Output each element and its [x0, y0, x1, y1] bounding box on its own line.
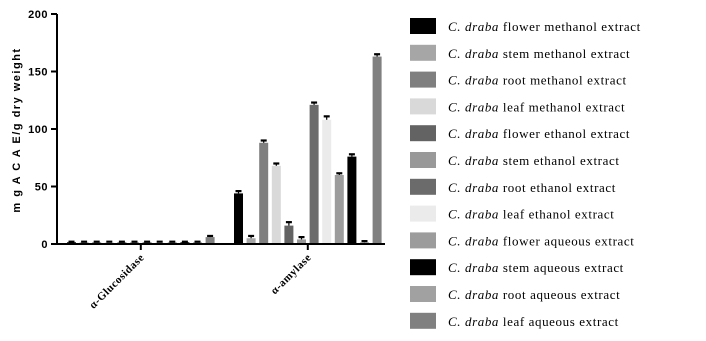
- bar: [284, 225, 294, 244]
- legend-label: C. draba root ethanol extract: [448, 180, 616, 195]
- legend-label: C. draba root methanol extract: [448, 73, 627, 88]
- legend-item: C. draba root ethanol extract: [410, 178, 616, 195]
- legend-series-name: leaf methanol extract: [499, 99, 625, 114]
- legend-species: C. draba: [448, 180, 499, 195]
- legend-series-name: stem methanol extract: [499, 46, 630, 61]
- legend-swatch: [410, 178, 436, 195]
- legend-swatch: [410, 286, 436, 302]
- legend-swatch: [410, 71, 436, 88]
- legend-label: C. draba stem ethanol extract: [448, 153, 620, 168]
- legend-label: C. draba stem methanol extract: [448, 46, 630, 61]
- legend-series-name: root ethanol extract: [499, 180, 616, 195]
- legend-series-name: root aqueous extract: [499, 287, 620, 302]
- legend-swatch: [410, 44, 436, 61]
- bars: [67, 53, 382, 244]
- legend-species: C. draba: [448, 73, 499, 88]
- bar: [259, 142, 269, 244]
- legend-swatch: [410, 18, 436, 34]
- legend-item: C. draba flower aqueous extract: [410, 232, 634, 249]
- bar: [234, 193, 243, 244]
- legend-series-name: root methanol extract: [499, 73, 627, 88]
- legend-species: C. draba: [448, 314, 499, 329]
- legend-series-name: flower methanol extract: [499, 19, 641, 34]
- legend-label: C. draba leaf ethanol extract: [448, 207, 615, 222]
- bar: [271, 165, 281, 244]
- legend-series-name: stem ethanol extract: [499, 153, 620, 168]
- y-axis-label: m g A C A E/g dry weight: [11, 47, 23, 212]
- x-tick-label: α-Glucosidase: [87, 252, 147, 312]
- legend-swatch: [410, 259, 436, 276]
- y-tick-label: 50: [35, 182, 48, 194]
- legend-swatch: [410, 205, 436, 222]
- legend-item: C. draba flower methanol extract: [410, 18, 641, 34]
- legend-species: C. draba: [448, 99, 499, 114]
- legend-label: C. draba flower methanol extract: [448, 19, 641, 34]
- legend-swatch: [410, 312, 436, 329]
- legend-series-name: flower ethanol extract: [499, 126, 630, 141]
- legend-label: C. draba leaf methanol extract: [448, 99, 625, 114]
- y-axis: 0 50 100 150 200: [28, 9, 58, 251]
- legend-species: C. draba: [448, 260, 499, 275]
- x-tick-label: α-amylase: [269, 252, 314, 297]
- legend-species: C. draba: [448, 46, 499, 61]
- legend-item: C. draba root aqueous extract: [410, 286, 620, 302]
- legend-label: C. draba flower ethanol extract: [448, 126, 630, 141]
- legend-species: C. draba: [448, 126, 499, 141]
- legend-swatch: [410, 125, 436, 142]
- legend-species: C. draba: [448, 207, 499, 222]
- y-tick-label: 0: [41, 239, 48, 251]
- legend-species: C. draba: [448, 19, 499, 34]
- y-tick-label: 200: [28, 9, 48, 21]
- legend-item: C. draba leaf ethanol extract: [410, 205, 615, 222]
- bar: [309, 104, 319, 244]
- legend-series-name: stem aqueous extract: [499, 260, 624, 275]
- legend-item: C. draba leaf methanol extract: [410, 98, 625, 115]
- legend-item: C. draba stem methanol extract: [410, 44, 630, 61]
- legend-item: C. draba flower ethanol extract: [410, 125, 630, 142]
- legend-species: C. draba: [448, 233, 499, 248]
- y-tick-label: 100: [28, 124, 48, 136]
- legend-series-name: leaf ethanol extract: [499, 207, 614, 222]
- legend-swatch: [410, 152, 436, 168]
- bar: [297, 239, 306, 244]
- legend-label: C. draba flower aqueous extract: [448, 233, 634, 248]
- legend-species: C. draba: [448, 287, 499, 302]
- bar: [334, 175, 344, 244]
- x-axis: α-Glucosidase α-amylase: [57, 243, 385, 312]
- legend-swatch: [410, 232, 436, 249]
- legend-species: C. draba: [448, 153, 499, 168]
- legend-label: C. draba leaf aqueous extract: [448, 314, 619, 329]
- bar: [347, 156, 357, 244]
- legend-item: C. draba stem ethanol extract: [410, 152, 620, 168]
- legend-series-name: leaf aqueous extract: [499, 314, 619, 329]
- legend-item: C. draba stem aqueous extract: [410, 259, 624, 276]
- y-tick-label: 150: [28, 67, 48, 79]
- legend-item: C. draba leaf aqueous extract: [410, 312, 619, 329]
- bar: [372, 56, 382, 244]
- legend-series-name: flower aqueous extract: [499, 233, 634, 248]
- legend-item: C. draba root methanol extract: [410, 71, 627, 88]
- legend-label: C. draba stem aqueous extract: [448, 260, 624, 275]
- legend-label: C. draba root aqueous extract: [448, 287, 620, 302]
- bar: [246, 238, 256, 244]
- bar: [205, 237, 215, 244]
- bar: [322, 119, 332, 244]
- legend-swatch: [410, 98, 436, 115]
